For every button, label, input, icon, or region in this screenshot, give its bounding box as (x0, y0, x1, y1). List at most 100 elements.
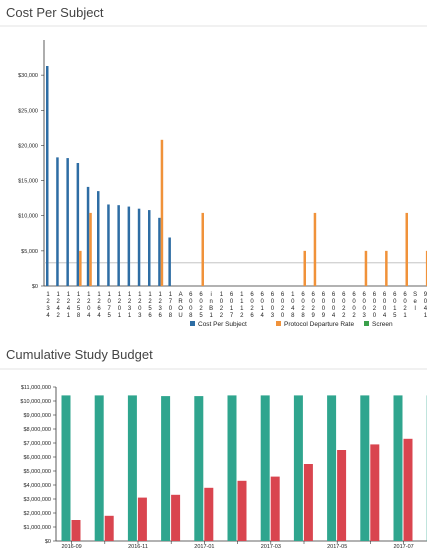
x-tick-label: 6008 (188, 292, 194, 320)
x-tick-label: 2017-07 (394, 544, 414, 550)
x-tick-label: 9041 (422, 292, 427, 320)
bar (94, 395, 104, 541)
y-tick-label: $9,000,000 (23, 413, 51, 419)
legend-swatch (364, 321, 369, 326)
y-tick-label: $8,000,000 (23, 427, 51, 433)
x-tick-label: 6015 (392, 292, 398, 320)
x-tick-label: 6028 (300, 292, 306, 320)
bar (227, 395, 237, 541)
bar (168, 237, 171, 286)
x-tick-label: 1204 (86, 292, 92, 320)
x-tick-label: 1048 (290, 292, 296, 320)
x-tick-label: 6029 (310, 292, 316, 320)
bar (337, 450, 347, 541)
bar (107, 204, 110, 286)
bar (303, 250, 306, 286)
bar (127, 395, 137, 541)
legend-label: Screen (372, 321, 393, 328)
y-tick-label: $7,000,000 (23, 441, 51, 447)
y-tick-label: $10,000,000 (20, 399, 51, 405)
x-tick-label: 6004 (382, 292, 388, 320)
chart-title: Cumulative Study Budget (6, 347, 153, 362)
x-tick-label: Sel (412, 292, 418, 313)
legend-swatch (276, 321, 281, 326)
bar (194, 396, 204, 541)
bar (260, 395, 270, 541)
bar (127, 206, 131, 286)
legend-label: Protocol Departure Rate (284, 321, 354, 328)
y-tick-label: $15,000 (18, 179, 38, 185)
bar (137, 497, 147, 541)
bar (148, 210, 151, 286)
x-tick-label: 1022 (218, 292, 224, 320)
y-tick-label: $3,000,000 (23, 497, 51, 503)
x-tick-label: 6020 (371, 292, 377, 320)
x-tick-label: 1256 (147, 292, 153, 320)
bar (171, 494, 181, 541)
x-tick-label: 6014 (259, 292, 265, 320)
y-tick-label: $20,000 (18, 143, 38, 149)
x-tick-label: 6017 (229, 292, 235, 320)
x-tick-label: 2016-09 (62, 544, 82, 550)
x-tick-label: 6003 (269, 292, 275, 320)
bar (403, 438, 413, 541)
x-tick-label: 6022 (341, 292, 347, 320)
bar (97, 191, 100, 286)
bar (405, 212, 408, 286)
bar (303, 464, 313, 541)
x-tick-label: 1231 (127, 292, 133, 320)
x-tick-label: 6020 (280, 292, 286, 320)
y-tick-label: $0 (32, 284, 38, 290)
y-tick-label: $10,000 (18, 214, 38, 220)
bar (89, 212, 92, 286)
bar (237, 480, 247, 541)
bar (161, 396, 171, 541)
bar (360, 395, 370, 541)
bar (61, 395, 71, 541)
x-tick-label: 1258 (76, 292, 82, 320)
chart-title: Cost Per Subject (6, 5, 104, 20)
bar (137, 208, 141, 286)
x-tick-label: 1242 (55, 292, 61, 320)
bar (364, 250, 368, 286)
y-tick-label: $5,000 (21, 249, 38, 255)
y-tick-label: $30,000 (18, 73, 38, 79)
x-tick-label: 1241 (65, 292, 71, 320)
bar (117, 205, 120, 286)
x-tick-label: 2017-01 (194, 544, 214, 550)
bar (425, 250, 427, 286)
bar (370, 444, 380, 541)
legend-swatch (190, 321, 195, 326)
x-tick-label: 6009 (320, 292, 326, 320)
x-tick-label: 2017-05 (327, 544, 347, 550)
bar (86, 186, 90, 286)
bar (66, 158, 69, 286)
y-tick-label: $1,000,000 (23, 525, 51, 531)
x-tick-label: 6003 (361, 292, 367, 320)
x-tick-label: 1708 (167, 292, 173, 320)
y-tick-label: $11,000,000 (21, 385, 51, 391)
bar (158, 217, 161, 286)
legend-label: Cost Per Subject (198, 321, 247, 328)
bar (293, 395, 303, 541)
bar (56, 157, 59, 286)
x-tick-label: 1201 (116, 292, 122, 320)
x-tick-label: 6025 (198, 292, 204, 320)
x-tick-label: 1264 (96, 292, 102, 320)
x-tick-label: 1203 (137, 292, 143, 320)
x-tick-label: 6002 (351, 292, 357, 320)
bar (104, 515, 114, 541)
x-tick-label: inB1 (208, 292, 214, 320)
bar (327, 395, 337, 541)
x-tick-label: AROU (178, 292, 184, 320)
x-tick-label: 1112 (239, 292, 245, 320)
y-tick-label: $2,000,000 (23, 511, 51, 517)
y-tick-label: $4,000,000 (23, 483, 51, 489)
bar (393, 395, 403, 541)
bar (46, 66, 49, 287)
bar (385, 250, 388, 286)
bar (71, 520, 81, 541)
y-tick-label: $0 (45, 539, 51, 545)
